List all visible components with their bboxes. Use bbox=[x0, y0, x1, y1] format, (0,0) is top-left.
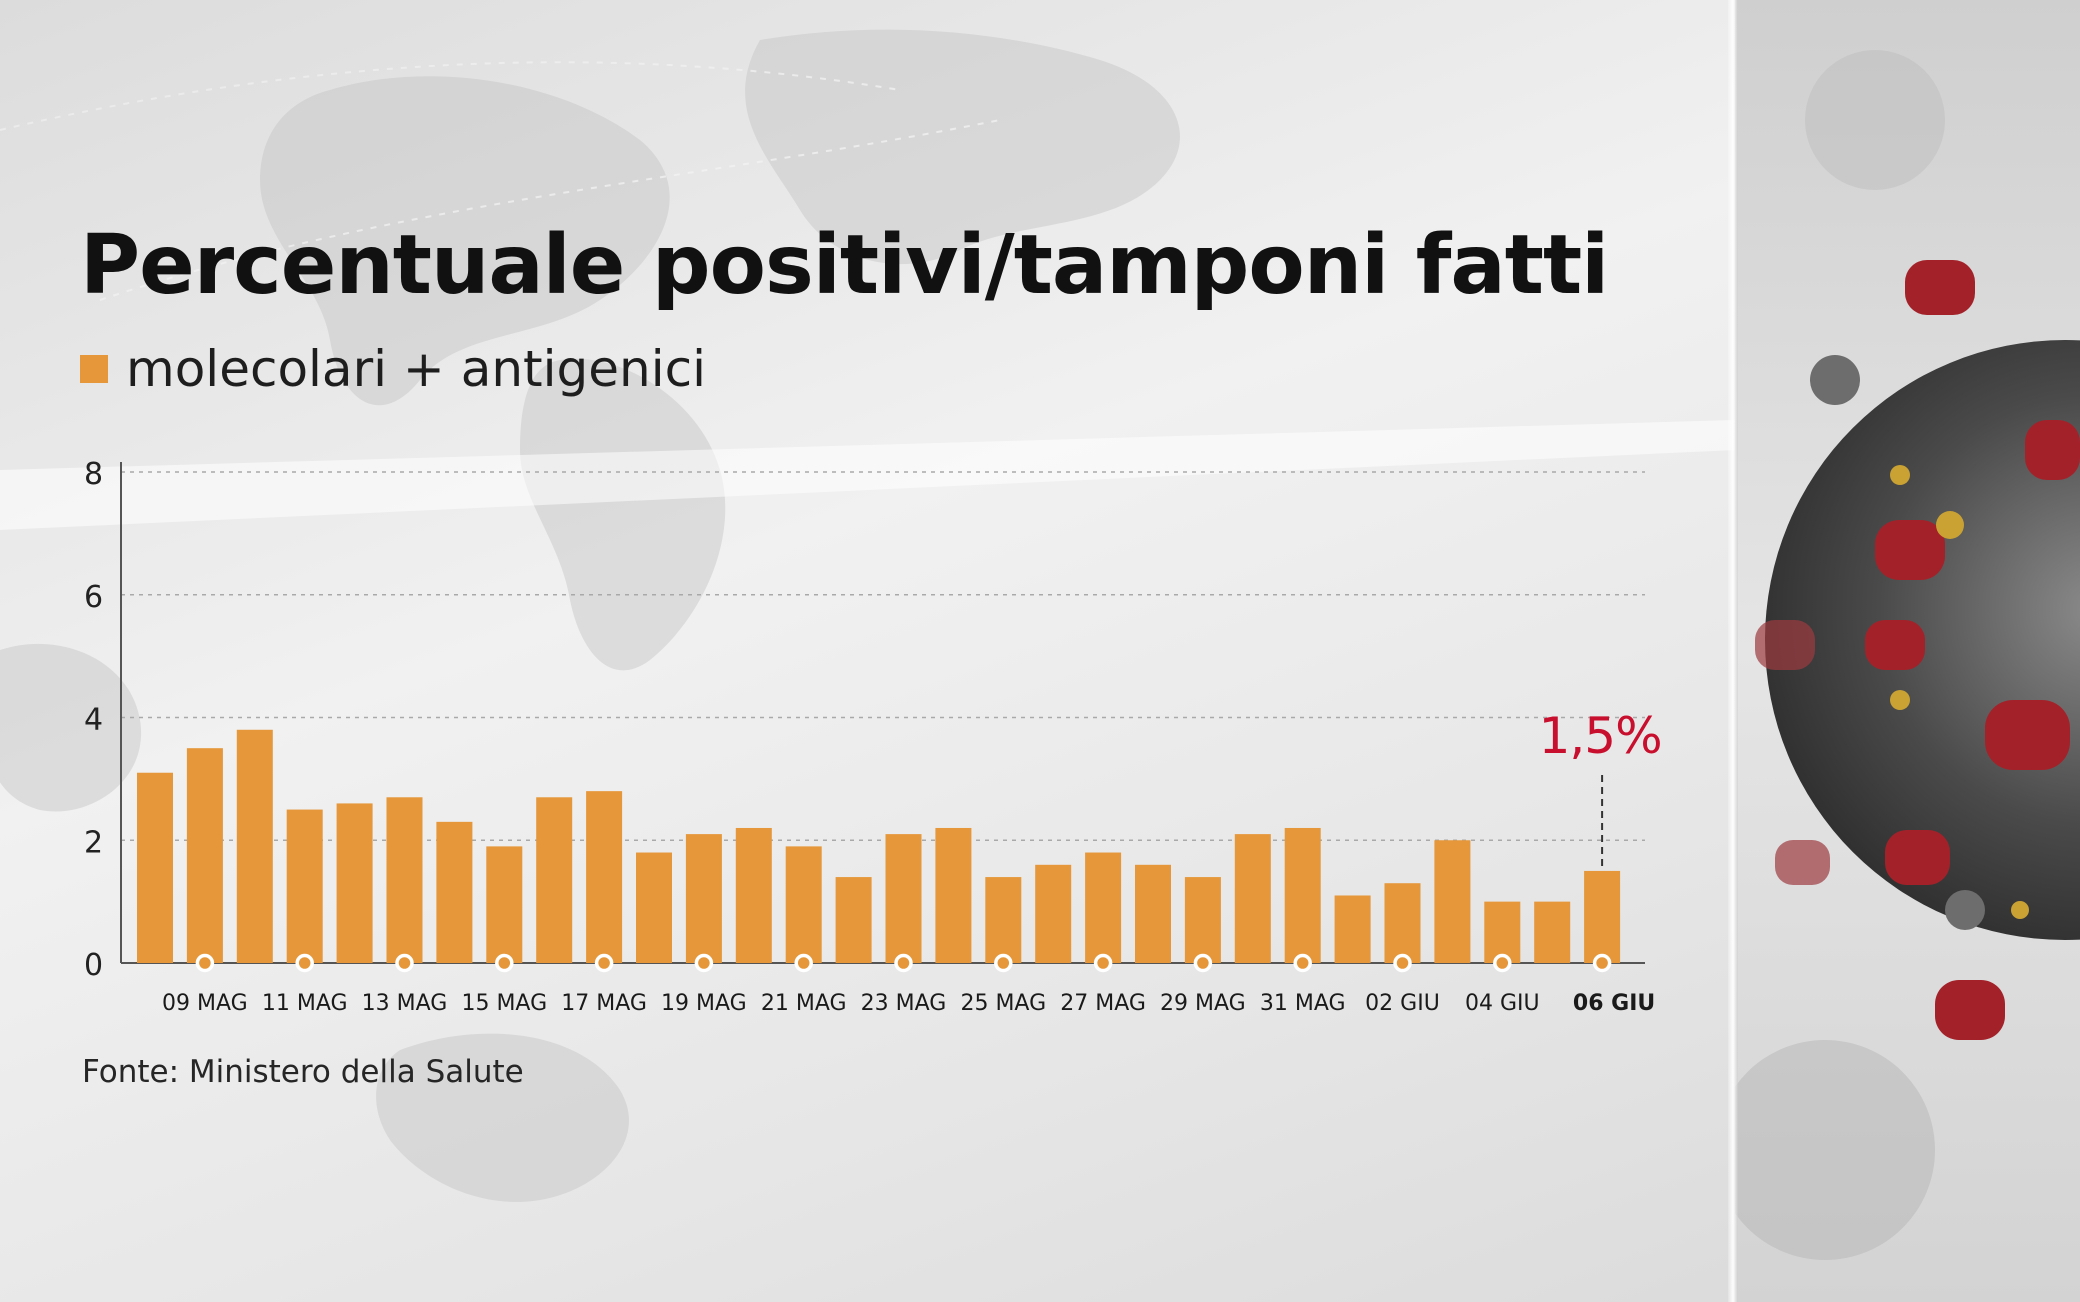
bar bbox=[536, 797, 573, 963]
bar bbox=[1085, 852, 1122, 963]
coronavirus-illustration bbox=[1735, 50, 2080, 1260]
bar bbox=[1584, 870, 1621, 963]
x-tick-label: 06 GIU bbox=[1573, 991, 1655, 1016]
bar bbox=[685, 834, 722, 963]
bar bbox=[386, 797, 423, 963]
y-tick-label: 4 bbox=[84, 703, 103, 738]
legend-swatch bbox=[80, 355, 108, 383]
bar bbox=[1334, 895, 1371, 963]
x-tick-label: 02 GIU bbox=[1365, 991, 1440, 1016]
bar bbox=[436, 821, 473, 963]
x-tick-label: 15 MAG bbox=[461, 991, 547, 1016]
world-map-background bbox=[0, 29, 1180, 1202]
x-tick-label: 31 MAG bbox=[1260, 991, 1346, 1016]
bar bbox=[1534, 901, 1571, 963]
tick-marker bbox=[1592, 953, 1612, 973]
y-tick-label: 8 bbox=[84, 457, 103, 492]
tick-marker bbox=[395, 953, 414, 973]
bar-chart: 0 2 4 6 8 09 MAG 11 MAG 13 MAG 15 MAG 17 MAG 19 MA… bbox=[84, 457, 1663, 1016]
x-tick-label: 11 MAG bbox=[262, 991, 348, 1016]
tick-marker bbox=[994, 953, 1013, 973]
tick-marker bbox=[594, 953, 614, 973]
tick-marker bbox=[794, 953, 813, 973]
tick-marker bbox=[894, 953, 913, 973]
light-band-decoration bbox=[0, 0, 1735, 1302]
bar bbox=[336, 803, 373, 963]
bar bbox=[735, 827, 772, 963]
tick-marker bbox=[195, 953, 215, 973]
virus-image-panel bbox=[1735, 0, 2080, 1302]
bar bbox=[137, 772, 173, 963]
y-tick-label: 2 bbox=[84, 825, 103, 860]
tick-marker bbox=[1493, 953, 1512, 973]
bar bbox=[1135, 864, 1171, 963]
bar bbox=[1284, 827, 1321, 963]
bar bbox=[935, 827, 972, 963]
legend-label: molecolari + antigenici bbox=[126, 340, 706, 398]
bar bbox=[236, 729, 273, 963]
annotation-label: 1,5% bbox=[1539, 707, 1662, 765]
bar bbox=[985, 877, 1022, 963]
tick-marker bbox=[1293, 953, 1312, 973]
y-tick-label: 6 bbox=[84, 580, 103, 615]
tick-marker bbox=[495, 953, 514, 973]
x-tick-label: 21 MAG bbox=[761, 991, 847, 1016]
bar bbox=[1484, 901, 1521, 963]
source-note: Fonte: Ministero della Salute bbox=[82, 1054, 524, 1090]
tick-marker bbox=[295, 953, 314, 973]
legend: molecolari + antigenici bbox=[80, 340, 706, 398]
tick-marker bbox=[694, 953, 714, 973]
bar bbox=[1035, 864, 1072, 963]
bar bbox=[1384, 883, 1421, 963]
tick-marker bbox=[1193, 953, 1213, 973]
bar bbox=[785, 846, 822, 963]
bar bbox=[186, 748, 223, 963]
bar bbox=[1184, 877, 1221, 963]
bar bbox=[885, 834, 922, 963]
x-tick-label: 25 MAG bbox=[960, 991, 1046, 1016]
x-tick-label: 19 MAG bbox=[661, 991, 747, 1016]
x-tick-label: 29 MAG bbox=[1160, 991, 1246, 1016]
x-tick-label: 04 GIU bbox=[1465, 991, 1540, 1016]
bar bbox=[486, 846, 523, 963]
x-tick-label: 09 MAG bbox=[162, 991, 248, 1016]
bar bbox=[835, 877, 872, 963]
bar bbox=[1434, 840, 1471, 963]
tick-marker bbox=[1093, 953, 1113, 973]
bar bbox=[286, 809, 323, 963]
bar bbox=[1234, 834, 1271, 963]
chart-title: Percentuale positivi/tamponi fatti bbox=[80, 218, 1609, 313]
bar bbox=[636, 852, 672, 963]
panel-divider bbox=[1728, 0, 1738, 1302]
tick-marker bbox=[1393, 953, 1412, 973]
y-tick-label: 0 bbox=[84, 948, 103, 983]
x-tick-label: 23 MAG bbox=[861, 991, 947, 1016]
bar bbox=[586, 791, 623, 963]
x-tick-label: 27 MAG bbox=[1060, 991, 1146, 1016]
x-tick-label: 13 MAG bbox=[362, 991, 448, 1016]
x-tick-label: 17 MAG bbox=[561, 991, 647, 1016]
